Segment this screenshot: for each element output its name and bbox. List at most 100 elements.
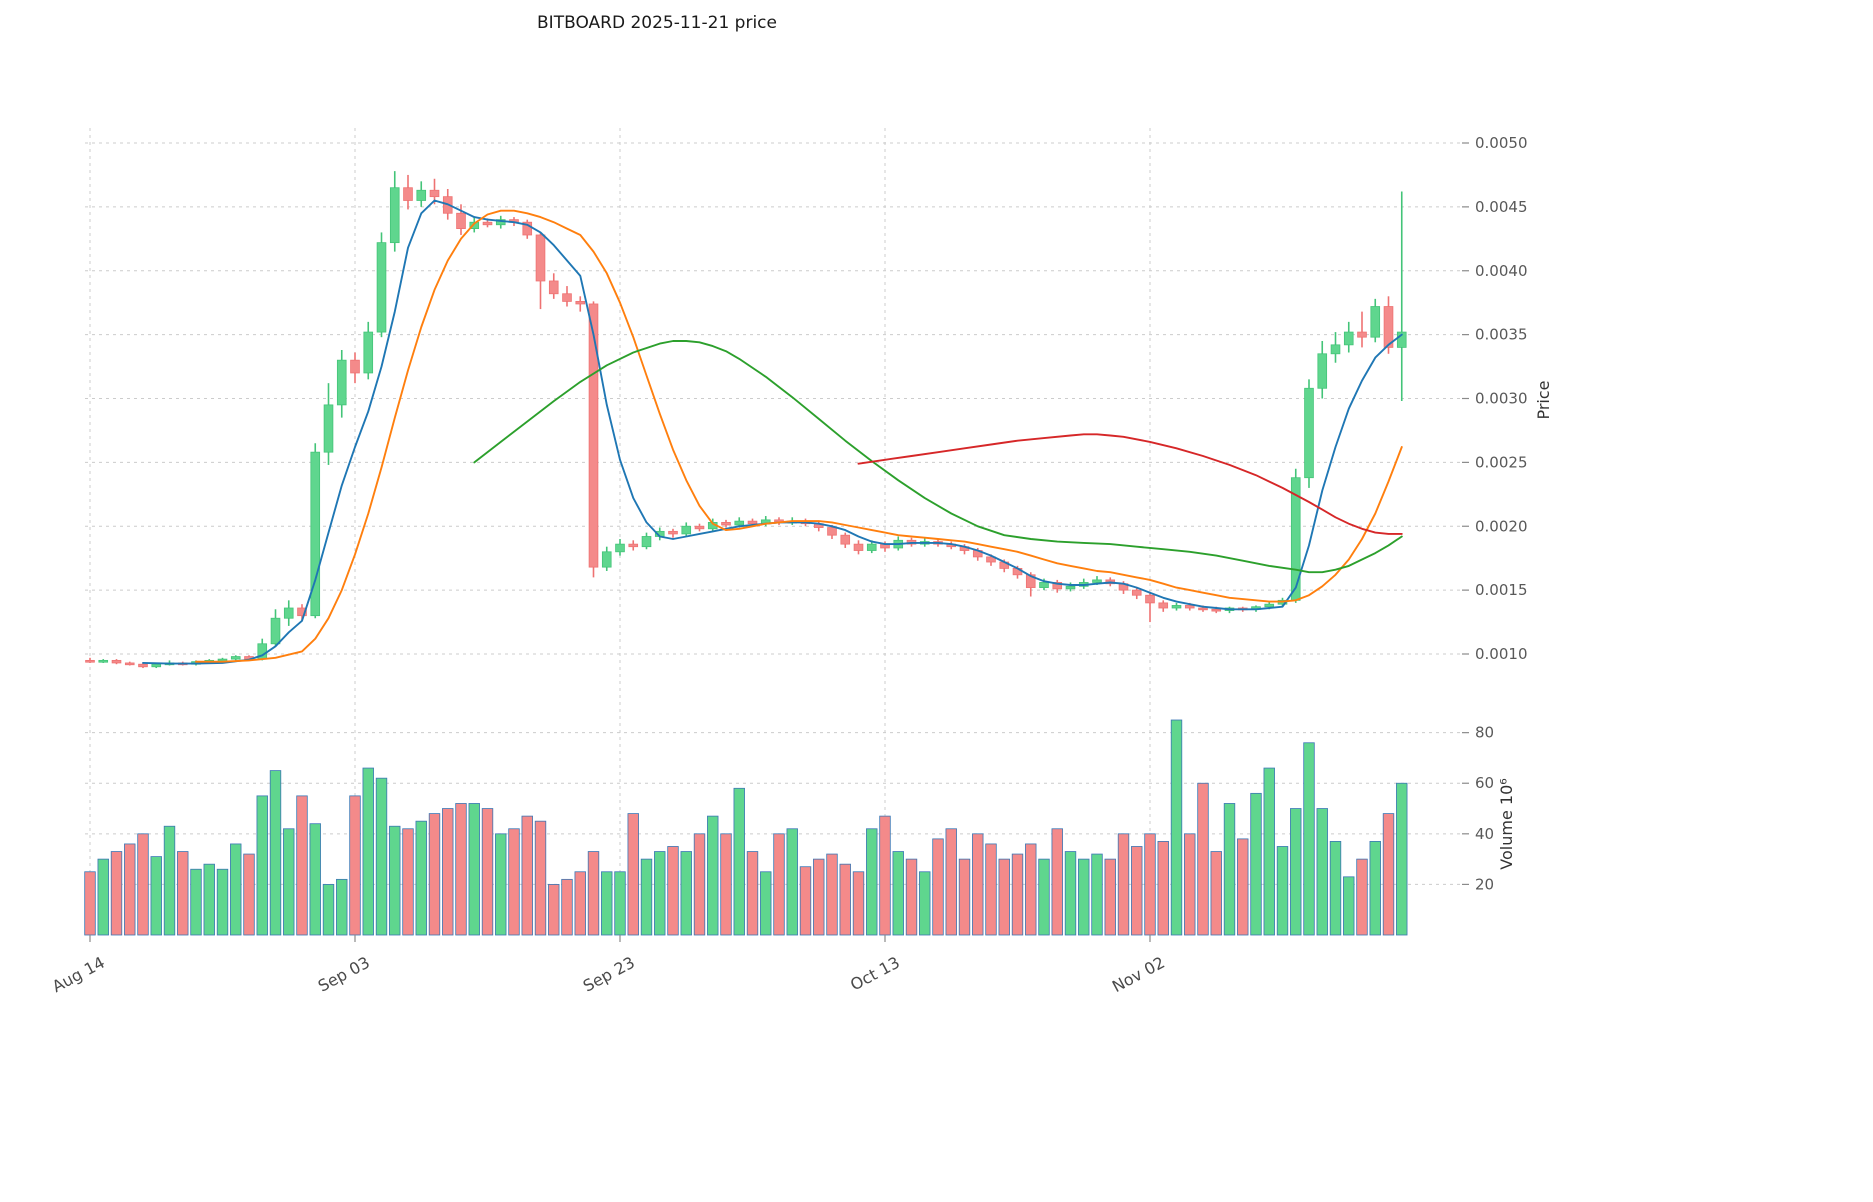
candle-body (336, 359, 347, 406)
volume-bar (256, 795, 268, 936)
volume-bar (1117, 833, 1130, 936)
candle-body (747, 520, 758, 525)
ma-line-mid-orange (195, 209, 1403, 663)
candle-body (98, 659, 109, 663)
candle-body (416, 189, 427, 201)
candle-body (310, 451, 321, 617)
volume-bar (521, 815, 533, 936)
volume-bar (296, 795, 308, 936)
volume-bar (534, 820, 547, 936)
candle-body (283, 607, 294, 619)
volume-bar (163, 825, 176, 936)
candle-body (1198, 607, 1208, 611)
volume-bar (746, 851, 759, 936)
price-tick-label: 0.0045 (1475, 198, 1528, 216)
volume-layer (84, 719, 1408, 936)
candle-body (482, 221, 493, 226)
volume-bar (375, 777, 388, 936)
candle-body (1171, 605, 1182, 609)
candle-body (522, 221, 533, 236)
candle-body (1396, 331, 1407, 348)
volume-bar (720, 833, 732, 936)
volume-bar (1263, 767, 1275, 936)
volume-bar (415, 820, 427, 936)
volume-bar (905, 858, 918, 936)
price-tick-label: 0.0035 (1475, 326, 1528, 344)
volume-bar (1210, 851, 1222, 936)
volume-bar (574, 871, 586, 936)
volume-bar (1290, 808, 1302, 936)
volume-bar (230, 843, 242, 936)
volume-bar (693, 833, 706, 936)
volume-bar (495, 833, 507, 936)
volume-tick-label: 60 (1475, 774, 1494, 792)
volume-bar (1237, 838, 1249, 936)
candle-body (827, 527, 837, 536)
candle-body (230, 656, 241, 660)
candle-body (1357, 331, 1367, 338)
volume-bar (972, 833, 984, 936)
volume-tick-label: 40 (1475, 825, 1494, 843)
volume-bar (826, 853, 838, 936)
volume-bar (442, 808, 454, 936)
volume-bar (561, 878, 573, 936)
price-tick-label: 0.0030 (1475, 390, 1528, 408)
volume-bar (760, 871, 772, 936)
candle-body (323, 404, 334, 453)
candle-body (1184, 605, 1195, 609)
candle-body (1211, 608, 1222, 612)
volume-bar (667, 846, 679, 936)
volume-bar (879, 815, 891, 936)
candle-body (1025, 574, 1036, 588)
candle-body (85, 659, 95, 663)
volume-bar (1011, 853, 1024, 936)
volume-bar (1316, 808, 1328, 936)
price-tick-label: 0.0040 (1475, 262, 1528, 280)
candle-body (535, 234, 546, 282)
volume-bar (707, 815, 719, 936)
volume-bar (1144, 833, 1156, 936)
candle-body (124, 662, 135, 666)
volume-bar (1303, 742, 1315, 936)
volume-bar (1184, 833, 1196, 936)
volume-bar (1025, 843, 1037, 936)
volume-bar (203, 863, 215, 936)
axis-layer: 0.0010 0.0015 0.0020 0.0025 0.0030 0.0035 0.00… (49, 134, 1528, 996)
candle-body (668, 530, 678, 535)
volume-bar (1343, 876, 1355, 936)
candle-body (721, 522, 731, 526)
candle-body (840, 534, 851, 545)
volume-bar (627, 813, 639, 936)
candle-body (138, 663, 148, 668)
candle-body (641, 536, 652, 548)
moving-average-layer (142, 199, 1403, 665)
candle-body (1317, 353, 1328, 389)
price-tick-label: 0.0015 (1475, 581, 1528, 599)
volume-bar (1051, 828, 1063, 936)
volume-bar (1170, 719, 1183, 936)
volume-bar (455, 803, 467, 936)
volume-tick-label: 20 (1475, 875, 1494, 893)
volume-bar (680, 851, 692, 936)
volume-bar (1064, 851, 1077, 936)
volume-bar (548, 884, 560, 936)
candle-body (1383, 306, 1394, 348)
candle-body (575, 301, 586, 305)
volume-bar (919, 871, 931, 936)
volume-bar (614, 871, 626, 936)
volume-bar (786, 828, 798, 936)
volume-bar (137, 833, 149, 936)
volume-bar (1250, 792, 1262, 936)
candle-body (1039, 582, 1049, 588)
volume-bar (773, 833, 785, 936)
volume-bar (362, 767, 374, 936)
volume-bar (1223, 803, 1236, 936)
volume-bar (733, 787, 745, 936)
candle-body (1052, 582, 1063, 590)
volume-bar (1197, 782, 1209, 936)
candle-body (1264, 603, 1275, 608)
candle-body (1304, 387, 1314, 479)
volume-bar (799, 866, 812, 936)
volume-bar (892, 851, 904, 936)
